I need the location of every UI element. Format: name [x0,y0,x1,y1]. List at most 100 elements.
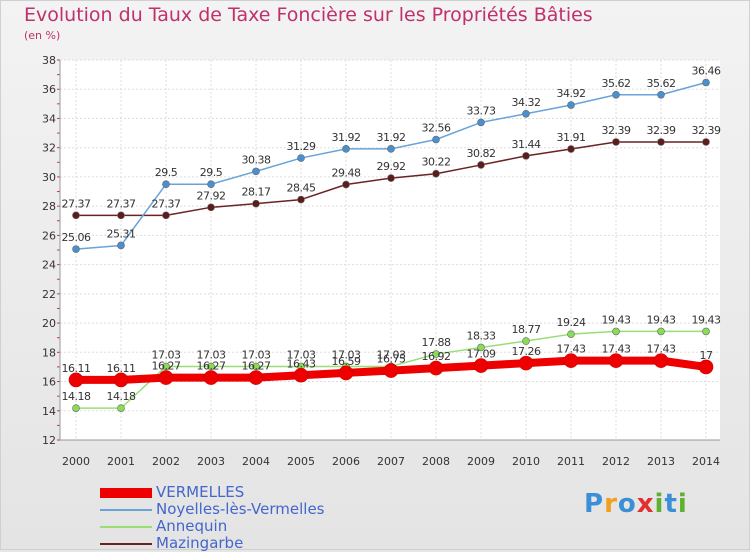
data-point [293,367,309,383]
plot-area [60,60,720,440]
data-point [563,353,579,368]
x-tick-label: 2012 [602,455,630,468]
data-point [522,152,530,160]
data-point [567,145,575,153]
data-point [432,169,440,178]
chart-subtitle: (en %) [24,29,61,42]
data-point [162,211,170,220]
x-tick-label: 2014 [692,455,720,468]
data-point [383,363,399,378]
data-label: 17.03 [197,348,226,361]
x-tick-label: 2002 [152,455,180,468]
data-point [117,211,125,220]
y-tick-label: 24 [42,259,56,272]
data-label: 27.92 [197,189,226,202]
data-label: 28.17 [242,186,271,199]
data-point [297,195,305,204]
data-label: 36.46 [692,65,721,78]
data-point [432,135,440,144]
data-label: 28.45 [287,182,316,195]
data-point [608,353,624,368]
data-label: 16.75 [377,353,406,366]
data-label: 31.91 [557,131,586,144]
data-point [657,90,665,99]
y-tick-label: 34 [42,112,56,125]
data-label: 17.43 [602,343,631,356]
data-point [162,362,170,371]
data-label: 16.59 [332,355,361,368]
y-tick-label: 18 [42,346,56,359]
data-point [72,211,80,220]
x-tick-label: 2009 [467,455,495,468]
data-label: 31.29 [287,140,316,153]
data-point [207,180,215,189]
data-point [567,330,575,338]
data-point [522,109,530,118]
data-point [477,118,485,127]
logo-letter: i [654,489,665,519]
data-point [657,327,665,336]
data-label: 17.03 [287,348,316,361]
y-tick-label: 30 [42,171,56,184]
data-label: 30.38 [242,153,271,166]
data-point [162,180,170,189]
logo-letter: i [677,489,688,519]
data-label: 16.11 [107,362,136,375]
data-label: 18.33 [467,329,496,342]
data-point [432,350,440,358]
x-tick-label: 2013 [647,455,675,468]
y-tick-label: 26 [42,229,56,242]
data-label: 29.5 [155,166,178,179]
data-point [252,167,260,176]
data-label: 19.43 [647,313,676,326]
data-label: 25.06 [62,231,91,244]
legend-item: Noyelles-lès-Vermelles [100,501,325,518]
x-tick-label: 2010 [512,455,540,468]
x-tick-label: 2001 [107,455,135,468]
legend-label: Noyelles-lès-Vermelles [156,500,325,518]
legend-swatch [100,487,152,498]
data-label: 17.43 [557,343,586,356]
data-label: 19.43 [602,313,631,326]
data-label: 17.43 [647,343,676,356]
data-point [702,138,710,146]
data-point [612,138,620,146]
y-tick-label: 12 [42,434,56,447]
data-point [203,370,219,385]
data-point [72,245,80,253]
data-point [477,343,485,352]
data-label: 31.92 [332,131,361,144]
data-label: 17.03 [332,348,361,361]
data-point [252,362,260,371]
x-tick-label: 2005 [287,455,315,468]
data-point [387,145,395,153]
data-point [207,203,215,212]
data-label: 17.03 [242,348,271,361]
data-label: 35.62 [602,77,631,90]
y-tick-label: 36 [42,83,56,96]
logo-letter: t [664,489,678,519]
data-label: 29.48 [332,167,361,180]
legend-swatch [100,542,152,545]
data-label: 17.88 [422,336,451,349]
data-point [698,359,714,375]
x-tick-label: 2011 [557,455,585,468]
data-point [612,327,620,336]
legend-label: VERMELLES [156,483,245,501]
data-label: 32.39 [647,124,676,137]
x-tick-label: 2008 [422,455,450,468]
data-label: 32.39 [692,124,721,137]
data-point [612,90,620,99]
data-label: 31.92 [377,131,406,144]
logo-letter: o [617,489,637,519]
data-label: 27.37 [107,197,136,210]
data-label: 19.43 [692,313,721,326]
data-label: 32.56 [422,122,451,135]
data-label: 27.37 [152,197,181,210]
data-point [702,327,710,336]
legend-item: VERMELLES [100,484,325,501]
data-point [342,145,350,153]
data-label: 29.5 [200,166,223,179]
data-point [653,353,669,368]
data-point [657,138,665,146]
